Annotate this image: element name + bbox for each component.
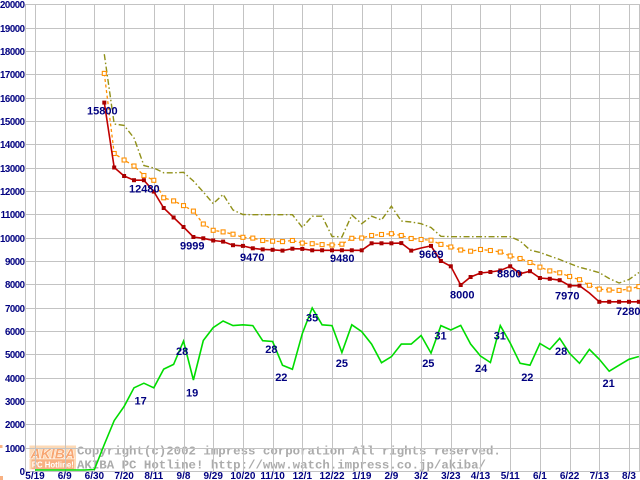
svg-text:14000: 14000 — [0, 140, 25, 151]
svg-text:13000: 13000 — [0, 164, 25, 175]
svg-text:0: 0 — [20, 467, 25, 478]
svg-text:17000: 17000 — [0, 70, 25, 81]
svg-text:7/20: 7/20 — [114, 471, 134, 480]
svg-text:17: 17 — [135, 396, 147, 408]
svg-text:Copyright(c)2002 impress corpo: Copyright(c)2002 impress corporation All… — [77, 445, 501, 459]
svg-text:35: 35 — [306, 313, 318, 325]
svg-text:AKIBA: AKIBA — [29, 446, 75, 462]
svg-text:11000: 11000 — [1, 210, 25, 221]
svg-text:8/11: 8/11 — [144, 471, 163, 480]
svg-text:8000: 8000 — [5, 280, 25, 291]
svg-text:AKIBA PC Hotline! http://www.: AKIBA PC Hotline! http://www.watch.impre… — [77, 459, 486, 473]
svg-text:12480: 12480 — [129, 184, 160, 196]
svg-text:21: 21 — [603, 378, 615, 390]
svg-text:10000: 10000 — [0, 234, 25, 245]
svg-text:8000: 8000 — [450, 290, 474, 302]
svg-text:31: 31 — [434, 330, 446, 342]
svg-text:4000: 4000 — [5, 374, 25, 385]
svg-text:6/1: 6/1 — [533, 471, 547, 480]
svg-text:1000: 1000 — [5, 444, 25, 455]
svg-text:7/13: 7/13 — [590, 471, 610, 480]
svg-text:25: 25 — [336, 358, 348, 370]
svg-text:15800: 15800 — [87, 106, 118, 118]
svg-text:5/19: 5/19 — [25, 471, 45, 480]
svg-text:28: 28 — [555, 346, 567, 358]
svg-text:7970: 7970 — [555, 291, 579, 303]
svg-text:9480: 9480 — [330, 253, 354, 265]
svg-text:7000: 7000 — [5, 304, 25, 315]
svg-text:24: 24 — [475, 363, 488, 375]
svg-text:20000: 20000 — [0, 0, 25, 11]
svg-text:22: 22 — [275, 372, 287, 384]
svg-text:12000: 12000 — [0, 187, 25, 198]
svg-text:9/8: 9/8 — [177, 471, 191, 480]
svg-text:PC Hotline!: PC Hotline! — [32, 461, 74, 470]
svg-text:9/29: 9/29 — [203, 471, 223, 480]
svg-text:12/1: 12/1 — [293, 471, 313, 480]
svg-text:31: 31 — [494, 330, 506, 342]
svg-text:18000: 18000 — [0, 47, 25, 58]
svg-text:9999: 9999 — [180, 241, 204, 253]
svg-text:4/13: 4/13 — [471, 471, 491, 480]
svg-text:9470: 9470 — [240, 252, 264, 264]
svg-text:16000: 16000 — [0, 94, 25, 105]
svg-text:6/30: 6/30 — [85, 471, 105, 480]
svg-text:3000: 3000 — [5, 397, 25, 408]
svg-text:7280: 7280 — [616, 306, 640, 318]
svg-text:22: 22 — [521, 372, 533, 384]
svg-text:15000: 15000 — [0, 117, 25, 128]
svg-text:6/9: 6/9 — [58, 471, 72, 480]
svg-text:6/22: 6/22 — [560, 471, 580, 480]
svg-text:12/22: 12/22 — [319, 471, 344, 480]
svg-text:6000: 6000 — [5, 327, 25, 338]
svg-text:8800: 8800 — [497, 269, 521, 281]
svg-text:2/9: 2/9 — [384, 471, 398, 480]
svg-text:28: 28 — [265, 344, 277, 356]
svg-text:9669: 9669 — [419, 249, 443, 261]
svg-text:28: 28 — [176, 346, 188, 358]
svg-text:9000: 9000 — [5, 257, 25, 268]
svg-text:5000: 5000 — [5, 350, 25, 361]
svg-text:2000: 2000 — [5, 420, 25, 431]
svg-text:10/20: 10/20 — [230, 471, 255, 480]
svg-text:5/11: 5/11 — [501, 471, 520, 480]
svg-text:19000: 19000 — [0, 24, 25, 35]
svg-text:11/10: 11/10 — [260, 471, 285, 480]
svg-text:3/2: 3/2 — [414, 471, 428, 480]
svg-text:8/3: 8/3 — [622, 471, 636, 480]
svg-text:19: 19 — [186, 388, 198, 400]
svg-text:25: 25 — [422, 358, 434, 370]
svg-text:1/19: 1/19 — [352, 471, 372, 480]
svg-text:3/23: 3/23 — [441, 471, 461, 480]
